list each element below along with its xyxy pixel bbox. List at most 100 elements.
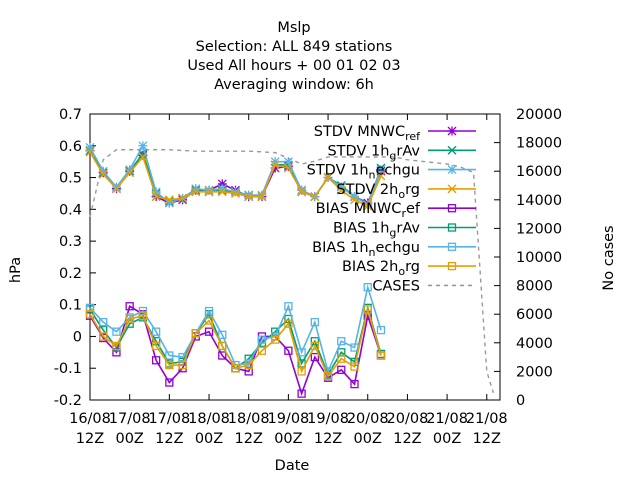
data-point [191,187,201,197]
data-point [85,147,95,157]
data-point [112,327,121,336]
data-point [204,316,214,325]
y-tick-label: 0.4 [59,202,82,218]
data-point [284,302,293,311]
data-point [350,379,359,389]
data-point [336,182,346,192]
y-tick-label: 0 [73,329,82,345]
data-point [270,163,280,173]
data-point [98,169,108,179]
y-tick-label: 0.7 [59,107,82,123]
data-point [323,372,333,381]
x-tick-label-date: 19/08 [267,411,309,427]
x-tick-label-date: 17/08 [109,411,151,427]
x-tick-label-hour: 00Z [115,431,143,447]
y-tick-label: -0.2 [54,393,82,409]
title-line-1: Mslp [277,20,310,36]
y2-axis-label: No cases [601,225,617,290]
data-point [376,351,386,360]
title-line-2: Selection: ALL 849 stations [196,39,393,55]
data-point [270,160,280,170]
data-point [151,341,161,351]
data-point [204,306,214,316]
y-axis: 0.7 0.6 0.5 0.4 0.3 0.2 0.1 0 -0.1 -0.2 [54,107,96,409]
series-3 [85,147,386,211]
x-tick-label-hour: 12Z [314,431,342,447]
x-tick-label-date: 21/08 [426,411,468,427]
data-point [231,364,240,373]
y-tick-label: 0.2 [59,266,82,282]
data-point [297,348,306,357]
data-point [350,343,359,352]
legend-label: BIAS 2horg [342,259,420,278]
data-point [218,351,227,360]
data-point [204,185,214,195]
y-tick-label: 0.3 [59,234,82,250]
data-point [151,192,161,202]
legend-label: STDV 2horg [336,182,420,201]
plot-frame [89,113,501,401]
x-tick-label-hour: 12Z [393,431,421,447]
data-point [138,141,148,151]
data-point [257,346,267,355]
x-tick-label-date: 19/08 [307,411,349,427]
data-point [230,187,240,197]
x-tick-label-hour: 12Z [473,431,501,447]
data-point [191,329,200,338]
y2-axis: 2000018000160001400012000100008000600040… [494,107,562,409]
legend-marker [447,126,457,136]
x-tick-label-date: 20/08 [347,411,389,427]
x-tick-label-date: 18/08 [228,411,270,427]
data-point [218,341,227,351]
legend-marker [447,223,457,232]
data-point [98,166,108,176]
y2-tick-label: 6000 [516,307,553,323]
series-8 [89,149,495,394]
legend-label: STDV 1hgrAv [327,143,420,162]
y2-tick-label: 10000 [516,250,562,266]
x-tick-label-hour: 12Z [76,431,104,447]
data-point [271,335,280,344]
x-tick-label-date: 17/08 [148,411,190,427]
series-line [89,306,382,378]
y2-tick-label: 2000 [516,364,553,380]
x-axis-label: Date [275,458,310,474]
data-point [138,311,148,320]
data-point [284,346,293,355]
series-line [89,149,495,394]
data-point [217,187,227,197]
data-point [337,354,346,363]
x-tick-label-hour: 00Z [274,431,302,447]
data-point [151,356,161,365]
legend-marker [447,261,457,271]
data-point [310,317,319,327]
data-point [99,317,108,327]
y-tick-label: -0.1 [54,361,82,377]
data-point [257,335,267,344]
title-line-3: Used All hours + 00 01 02 03 [187,58,400,74]
legend-marker [447,242,457,251]
data-point [191,184,201,194]
legend-marker [447,145,457,155]
data-point [85,310,95,319]
data-point [151,327,161,336]
x-tick-label-hour: 12Z [155,431,183,447]
data-point [244,360,253,370]
data-point [376,325,386,335]
data-point [376,165,386,175]
data-point [217,184,227,194]
legend-label: BIAS 1hgrAv [333,221,420,240]
data-point [178,193,188,203]
series-layer [85,141,495,398]
y2-tick-label: 16000 [516,164,562,180]
y2-tick-label: 20000 [516,107,562,123]
data-point [283,157,293,167]
data-point [244,190,254,200]
data-point [218,330,227,340]
data-point [363,305,372,314]
y-tick-label: 0.5 [59,171,82,187]
data-point [165,360,174,370]
data-point [323,173,333,183]
